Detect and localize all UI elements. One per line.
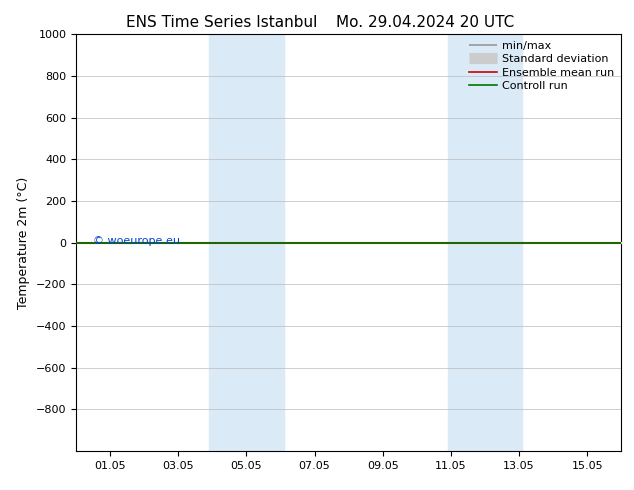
Bar [448,34,522,451]
Y-axis label: Temperature 2m (°C): Temperature 2m (°C) [17,176,30,309]
Bar [209,34,284,451]
Legend: min/max, Standard deviation, Ensemble mean run, Controll run: min/max, Standard deviation, Ensemble me… [465,37,619,96]
Text: Mo. 29.04.2024 20 UTC: Mo. 29.04.2024 20 UTC [335,15,514,30]
Text: © woeurope.eu: © woeurope.eu [93,236,180,246]
Text: ENS Time Series Istanbul: ENS Time Series Istanbul [126,15,318,30]
